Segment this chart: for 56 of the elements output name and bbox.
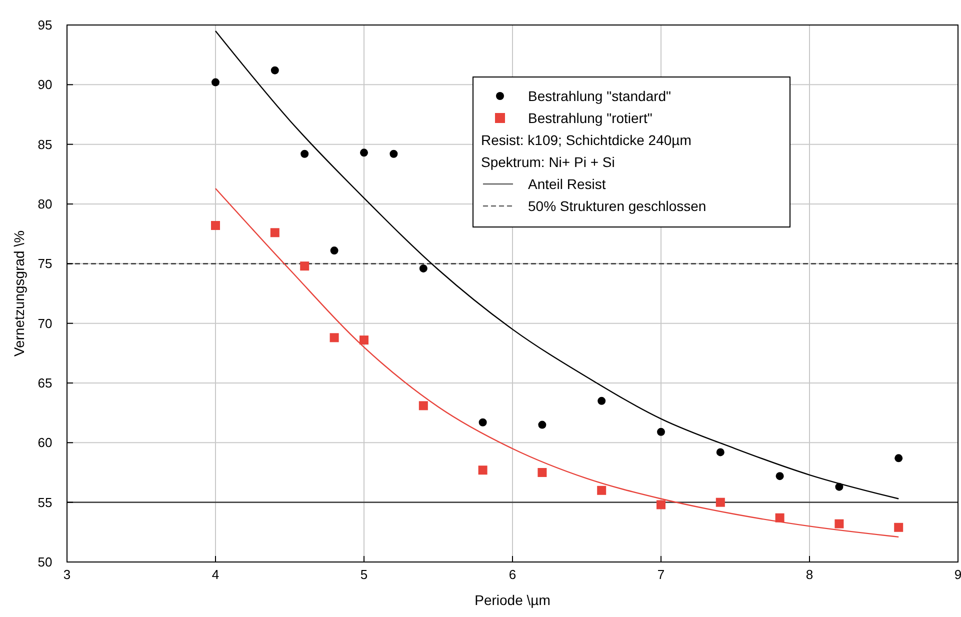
line-series — [214, 188, 900, 538]
line-series — [214, 30, 900, 500]
point — [270, 228, 280, 238]
x-tick-label: 3 — [63, 567, 71, 582]
point — [300, 262, 310, 271]
x-tick-label: 6 — [508, 567, 516, 582]
x-tick-label: 7 — [657, 567, 665, 582]
point — [300, 150, 309, 158]
point — [894, 522, 904, 532]
y-tick-label: 65 — [38, 376, 52, 390]
point — [775, 513, 784, 522]
point — [390, 150, 398, 158]
y-tick-label: 55 — [38, 494, 52, 510]
y-tick-label: 75 — [38, 256, 52, 272]
annotation: Spektrum: Ni+ Pi + Si — [481, 154, 615, 170]
point — [657, 428, 665, 436]
point — [270, 66, 279, 74]
legend-label: Anteil Resist — [528, 176, 606, 192]
point — [418, 401, 428, 410]
legend-label: Bestrahlung "standard" — [528, 88, 672, 104]
y-tick-label: 50 — [38, 554, 52, 570]
point — [598, 396, 606, 405]
legend-label: Bestrahlung "rotiert" — [528, 110, 652, 126]
point — [894, 454, 903, 462]
point — [538, 468, 547, 477]
point — [330, 246, 338, 255]
x-tick-label: 9 — [954, 567, 961, 582]
x-tick-label: 8 — [806, 567, 814, 582]
y-tick-label: 60 — [38, 435, 52, 450]
point — [478, 418, 487, 426]
point — [776, 472, 784, 480]
point — [716, 498, 725, 507]
legend-label: 50% Strukturen geschlossen — [528, 198, 706, 214]
point — [211, 220, 220, 230]
point — [716, 448, 724, 456]
point — [478, 466, 488, 475]
y-tick-label: 80 — [38, 196, 52, 212]
point — [419, 264, 428, 272]
point — [360, 148, 368, 157]
y-tick-label: 90 — [38, 77, 52, 92]
point — [212, 78, 220, 86]
point — [538, 420, 546, 429]
y-tick-label: 95 — [38, 18, 52, 32]
point — [656, 500, 666, 510]
point — [360, 336, 368, 345]
y-axis-title: Vernetzungsgrad \% — [11, 230, 27, 357]
point — [834, 519, 844, 528]
point — [597, 486, 606, 495]
y-tick-label: 70 — [38, 316, 52, 331]
point — [330, 333, 339, 342]
x-tick-label: 5 — [360, 567, 368, 582]
point — [835, 482, 844, 491]
x-axis-title: Periode \µm — [474, 592, 550, 608]
x-tick-label: 4 — [212, 567, 220, 582]
y-tick-label: 85 — [38, 136, 52, 152]
annotation: Resist: k109; Schichtdicke 240µm — [481, 132, 692, 148]
